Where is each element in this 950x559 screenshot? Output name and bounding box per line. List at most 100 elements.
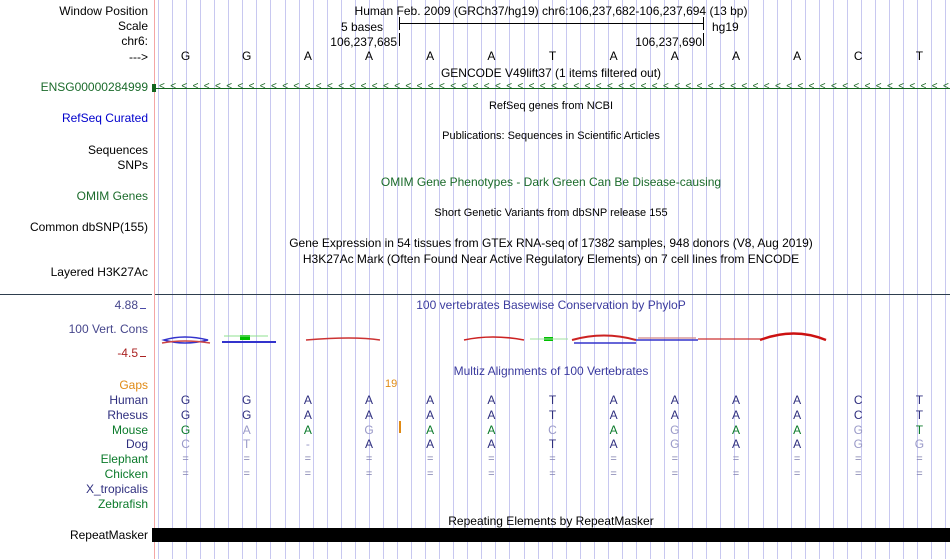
track-side-label-snps[interactable]: SNPs xyxy=(117,158,148,172)
species-label-elephant[interactable]: Elephant xyxy=(100,452,148,467)
scale-bases-label: 5 bases xyxy=(340,20,383,34)
strand-arrow-icon: < xyxy=(584,81,591,92)
track-side-label-sequences[interactable]: Sequences xyxy=(87,143,148,157)
strand-arrow-icon: < xyxy=(707,81,714,92)
track-center-label-publications: Publications: Sequences in Scientific Ar… xyxy=(442,130,660,142)
alignment-base: = xyxy=(793,453,801,466)
grid-line xyxy=(622,0,623,559)
grid-line xyxy=(706,0,707,559)
conservation-axis-max-tick xyxy=(140,308,146,309)
track-center-label-omim: OMIM Gene Phenotypes - Dark Green Can Be… xyxy=(380,175,722,189)
grid-line xyxy=(917,0,918,559)
grid-line xyxy=(594,0,595,559)
strand-arrow-icon: < xyxy=(360,81,367,92)
track-side-label-repeatmasker[interactable]: RepeatMasker xyxy=(69,528,148,542)
alignment-base: = xyxy=(855,468,862,480)
species-label-chicken[interactable]: Chicken xyxy=(104,467,148,481)
species-label-dog[interactable]: Dog xyxy=(125,437,148,452)
track-center-label-h3k27ac: H3K27Ac Mark (Often Found Near Active Re… xyxy=(302,252,800,266)
grid-line xyxy=(538,0,539,559)
grid-line xyxy=(819,0,820,559)
track-side-label-conservation[interactable]: 100 Vert. Cons xyxy=(68,322,148,336)
alignment-base: = xyxy=(182,468,189,480)
ruler-base: A xyxy=(487,49,496,63)
species-label-x_tropicalis[interactable]: X_tropicalis xyxy=(85,481,148,496)
alignment-base: = xyxy=(365,453,373,466)
strand-arrow-icon: < xyxy=(562,81,569,92)
species-label-zebrafish[interactable]: Zebrafish xyxy=(97,496,148,511)
grid-line xyxy=(650,0,651,559)
gene-line[interactable] xyxy=(155,88,950,89)
grid-line xyxy=(524,0,525,559)
alignment-base: A xyxy=(426,393,435,407)
alignment-base: T xyxy=(548,437,557,452)
strand-arrow-icon: < xyxy=(495,81,501,92)
strand-arrow-icon: < xyxy=(875,81,882,92)
track-center-label-gtex: Gene Expression in 54 tissues from GTEx … xyxy=(289,236,813,250)
strand-arrow-icon: < xyxy=(327,81,333,92)
strand-arrow-icon: < xyxy=(853,81,860,92)
grid-line xyxy=(805,0,806,559)
strand-arrow-icon: < xyxy=(472,81,479,92)
strand-arrow-icon: < xyxy=(808,81,815,92)
track-side-label-omim[interactable]: OMIM Genes xyxy=(76,189,148,203)
strand-arrow-icon: < xyxy=(551,81,557,92)
alignment-base: A xyxy=(487,422,496,437)
grid-line xyxy=(889,0,890,559)
window-position-label: Window Position xyxy=(59,4,148,18)
gene-start-block[interactable] xyxy=(152,84,156,92)
species-label-mouse[interactable]: Mouse xyxy=(111,422,148,437)
strand-arrow-icon: < xyxy=(719,81,725,92)
strand-arrow-icon: < xyxy=(696,81,703,92)
strand-arrow-icon: < xyxy=(271,81,277,92)
alignment-base: = xyxy=(671,468,679,480)
scale-label: Scale xyxy=(117,19,148,33)
track-side-label-h3k27ac[interactable]: Layered H3K27Ac xyxy=(50,265,148,279)
grid-line xyxy=(383,0,384,559)
alignment-base: A xyxy=(365,407,374,422)
track-side-label-refseq[interactable]: RefSeq Curated xyxy=(61,111,148,125)
strand-arrow-icon: < xyxy=(651,81,658,92)
track-side-label-dbsnp[interactable]: Common dbSNP(155) xyxy=(29,220,148,234)
gap-annotation: 19 xyxy=(385,378,398,390)
strand-arrow-icon: < xyxy=(203,81,210,92)
gaps-label[interactable]: Gaps xyxy=(119,378,148,392)
strand-arrow-icon: < xyxy=(338,81,345,92)
strand-arrow-icon: < xyxy=(920,81,927,92)
strand-arrow-icon: < xyxy=(909,81,916,92)
track-center-label-refseq: RefSeq genes from NCBI xyxy=(488,100,614,112)
strand-arrow-icon: < xyxy=(819,81,826,92)
strand-arrow-icon: < xyxy=(394,81,401,92)
alignment-base: G xyxy=(180,422,191,437)
grid-line xyxy=(748,0,749,559)
species-label-human[interactable]: Human xyxy=(109,393,148,407)
track-side-label-gencode[interactable]: ENSG00000284999 xyxy=(40,80,148,94)
species-label-rhesus[interactable]: Rhesus xyxy=(107,407,148,422)
alignment-base: G xyxy=(242,393,252,407)
repeat-element-bar[interactable] xyxy=(152,528,950,542)
strand-arrow-icon: < xyxy=(763,81,770,92)
grid-line xyxy=(369,0,370,559)
strand-arrow-icon: < xyxy=(741,81,748,92)
alignment-base: G xyxy=(853,437,863,452)
grid-line xyxy=(285,0,286,559)
grid-line xyxy=(678,0,679,559)
strand-arrow-icon: < xyxy=(674,81,681,92)
strand-arrow-icon: < xyxy=(304,81,311,92)
ruler-base: G xyxy=(242,49,252,63)
coordinate-tick-right xyxy=(703,33,704,46)
strand-arrow-icon: < xyxy=(775,81,781,92)
grid-line xyxy=(411,0,412,559)
alignment-base: = xyxy=(793,468,801,480)
alignment-base: = xyxy=(243,468,250,480)
alignment-base: A xyxy=(487,393,496,407)
grid-line xyxy=(341,0,342,559)
alignment-base: A xyxy=(303,407,312,422)
strand-arrow-icon: < xyxy=(898,81,905,92)
ruler-base: A xyxy=(670,49,679,63)
grid-line xyxy=(439,0,440,559)
alignment-base: A xyxy=(426,407,435,422)
alignment-base: A xyxy=(793,393,802,407)
alignment-base: G xyxy=(670,422,680,437)
conservation-wiggle-plot[interactable] xyxy=(152,296,950,360)
